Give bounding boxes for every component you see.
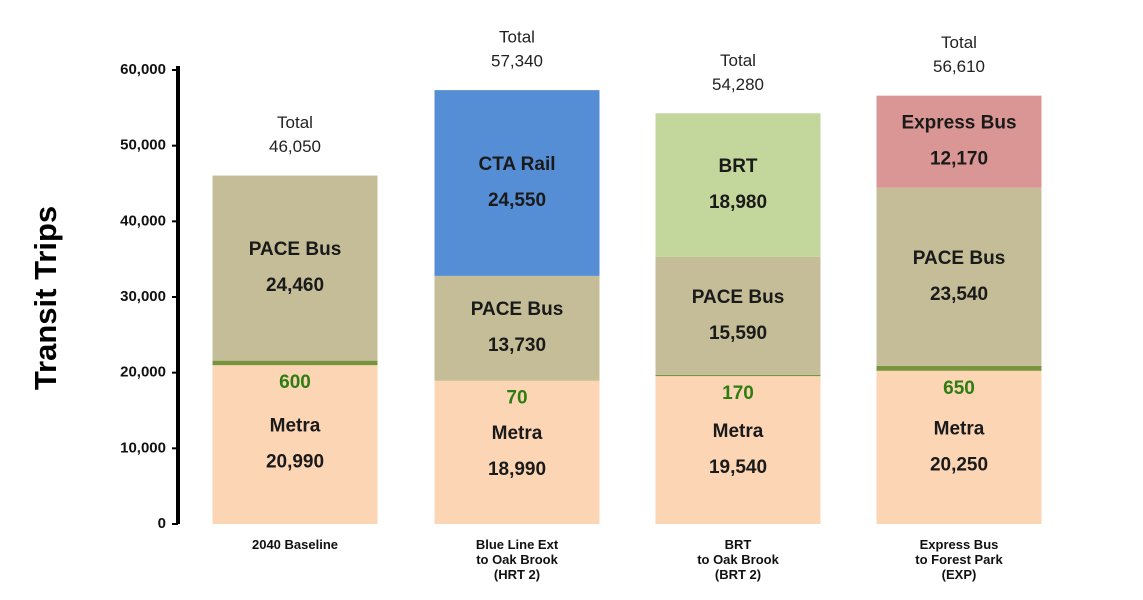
x-tick-label-line: BRT [725,537,752,552]
bar-segment [655,256,821,375]
total-title: Total [720,51,756,70]
total-title: Total [941,33,977,52]
bar-segment [876,187,1042,366]
segment-value: 170 [722,383,754,404]
bar-segment [876,370,1042,524]
segment-value: 70 [506,387,527,408]
segment-name: PACE Bus [249,239,342,260]
bar-segment [655,376,821,524]
bar-segment [655,113,821,257]
y-axis-title: Transit Trips [28,206,63,390]
x-tick-label-line: 2040 Baseline [252,537,338,552]
y-tick-label: 20,000 [120,364,166,381]
segment-value: 600 [279,372,311,393]
x-tick-label: Express Bus to Forest Park (EXP) [915,537,1003,582]
y-tick-label: 0 [158,515,166,532]
bar-segment [876,95,1042,188]
x-tick-label-line: to Forest Park [915,552,1003,567]
total-title: Total [277,113,313,132]
total-value: 57,340 [491,52,543,71]
segment-name: Metra [492,423,543,444]
y-tick-label: 10,000 [120,439,166,456]
bar-segment [434,90,600,276]
bar-segment [655,374,821,377]
segment-name: PACE Bus [692,287,785,308]
x-tick-label-line: (HRT 2) [494,567,540,582]
y-tick-label: 50,000 [120,137,166,154]
x-tick-label: 2040 Baseline [252,537,338,552]
segment-value: 20,250 [930,454,988,475]
segment-value: 20,990 [266,452,324,473]
x-tick-label-line: to Oak Brook [697,552,779,567]
segment-value: 23,540 [930,284,988,305]
segment-name: Express Bus [901,113,1016,134]
segment-name: PACE Bus [471,299,564,320]
x-tick-label-line: to Oak Brook [476,552,558,567]
bar-segment [212,365,378,524]
bar-segment [434,275,600,380]
x-tick-label: BRT to Oak Brook (BRT 2) [697,537,779,582]
segment-value: 24,550 [488,190,546,211]
total-value: 46,050 [269,137,321,156]
segment-value: 12,170 [930,149,988,170]
segment-value: 24,460 [266,275,324,296]
x-tick-label-line: Blue Line Ext [476,537,559,552]
segment-value: 13,730 [488,335,546,356]
total-value: 56,610 [933,57,985,76]
segment-value: 15,590 [709,323,767,344]
bar-segment [434,379,600,381]
segment-name: Metra [270,416,321,437]
x-tick-label-line: (BRT 2) [715,567,761,582]
segment-name: BRT [718,156,757,177]
bar-segment [212,175,378,361]
segment-value: 18,980 [709,192,767,213]
segment-name: CTA Rail [478,154,555,175]
bar-segment [212,360,378,366]
y-tick-label: 40,000 [120,212,166,229]
x-tick-label: Blue Line Ext to Oak Brook (HRT 2) [476,537,559,582]
segment-name: Metra [713,421,764,442]
x-tick-label-line: (EXP) [942,567,977,582]
x-tick-label-line: Express Bus [920,537,999,552]
bar-segment [876,365,1042,371]
segment-name: Metra [934,418,985,439]
segment-name: PACE Bus [913,248,1006,269]
y-tick-label: 60,000 [120,61,166,78]
total-title: Total [499,28,535,47]
y-tick-label: 30,000 [120,288,166,305]
segment-value: 18,990 [488,459,546,480]
bar-segment [434,380,600,524]
segment-value: 19,540 [709,457,767,478]
segment-value: 650 [943,378,975,399]
total-value: 54,280 [712,75,764,94]
